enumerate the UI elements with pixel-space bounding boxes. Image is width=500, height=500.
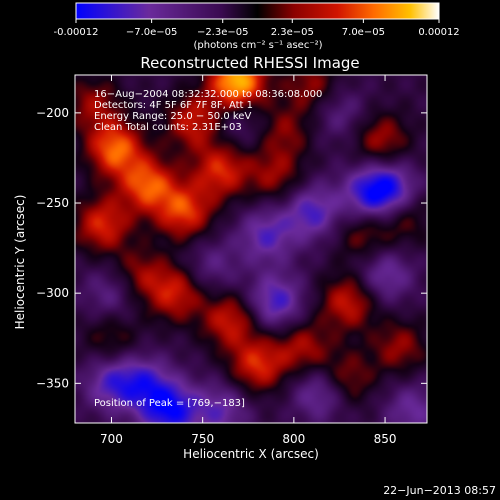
- x-tick-label: 700: [100, 432, 123, 446]
- y-tick-label: −250: [36, 196, 69, 210]
- axis-ticks: 700 750 800 850 −200 −250 −300 −350: [36, 75, 427, 446]
- heatmap-image: [75, 75, 427, 423]
- chart-title: Reconstructed RHESSI Image: [140, 54, 359, 72]
- colorbar-tick-label: -0.00012: [54, 27, 99, 38]
- y-tick-label: −300: [36, 286, 69, 300]
- colorbar-units-label: (photons cm⁻² s⁻¹ asec⁻²): [193, 40, 322, 51]
- colorbar-gradient: [75, 2, 440, 20]
- colorbar-tick-label: 0.00012: [418, 27, 459, 38]
- annotation-block: 16−Aug−2004 08:32:32.000 to 08:36:08.000…: [94, 89, 322, 409]
- y-tick-label: −200: [36, 106, 69, 120]
- annotation-time-range: 16−Aug−2004 08:32:32.000 to 08:36:08.000: [94, 89, 322, 100]
- y-axis-label: Heliocentric Y (arcsec): [13, 195, 27, 330]
- colorbar-tick-label: −2.3e−05: [197, 27, 249, 38]
- colorbar: -0.00012 −7.0e−05 −2.3e−05 2.3e−05 7.0e−05 0.…: [54, 2, 460, 51]
- x-tick-label: 800: [282, 432, 305, 446]
- annotation-detectors: Detectors: 4F 5F 6F 7F 8F, Att 1: [94, 100, 253, 111]
- y-tick-label: −350: [36, 376, 69, 390]
- peak-position-label: Position of Peak = [769,−183]: [94, 398, 245, 409]
- x-tick-label: 750: [191, 432, 214, 446]
- colorbar-tick-label: −7.0e−05: [126, 27, 178, 38]
- annotation-energy-range: Energy Range: 25.0 − 50.0 keV: [94, 111, 251, 122]
- plot-area: 700 750 800 850 −200 −250 −300 −350: [36, 74, 428, 446]
- x-tick-label: 850: [374, 432, 397, 446]
- plot-frame: [74, 74, 428, 424]
- x-axis-label: Heliocentric X (arcsec): [183, 447, 319, 461]
- heatmap-container: [75, 75, 427, 423]
- colorbar-tick-label: 7.0e−05: [342, 27, 385, 38]
- annotation-clean-counts: Clean Total counts: 2.31E+03: [94, 122, 242, 133]
- colorbar-ticks: -0.00012 −7.0e−05 −2.3e−05 2.3e−05 7.0e−05 0.…: [54, 19, 460, 38]
- colorbar-tick-label: 2.3e−05: [271, 27, 314, 38]
- footer-date: 22−Jun−2013 08:57: [383, 484, 496, 497]
